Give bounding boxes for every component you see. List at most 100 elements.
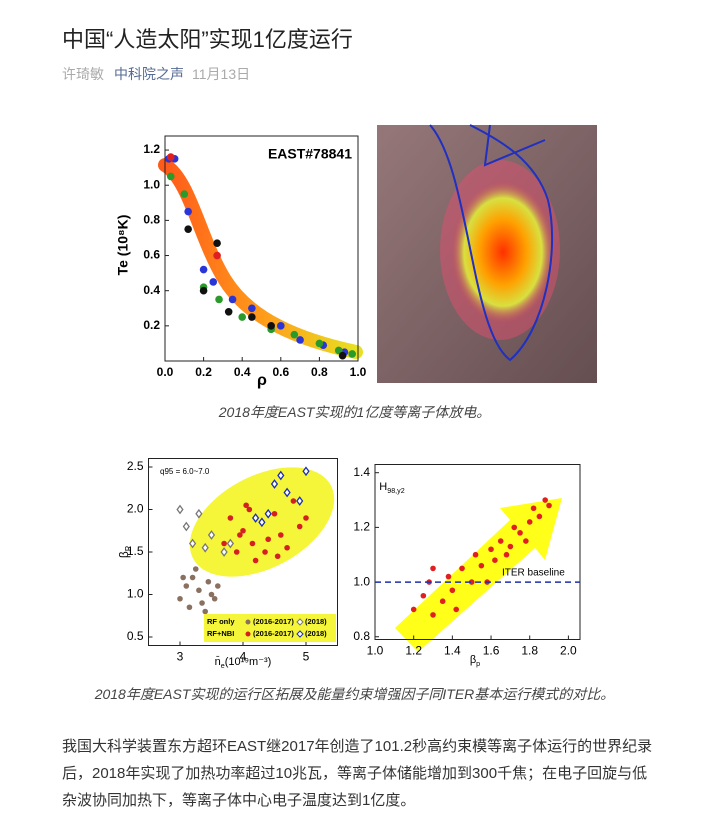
account-link[interactable]: 中科院之声 <box>114 66 184 82</box>
x-tick-label: 1.8 <box>521 644 538 658</box>
data-point <box>296 336 304 344</box>
legend-swatch <box>296 618 304 626</box>
data-point <box>497 538 504 544</box>
figures: 0.0 0.2 0.4 0.6 0.8 1.00.20.40.60.81.01.2 EAST… <box>114 124 597 670</box>
data-point <box>488 546 494 553</box>
axis-label: n̄e(10¹⁹m⁻³) <box>215 655 272 670</box>
data-point <box>188 538 197 549</box>
data-point <box>264 508 272 519</box>
x-tick-label: 1.4 <box>444 644 461 658</box>
data-point <box>420 592 427 599</box>
data-point <box>507 543 514 550</box>
data-point <box>262 549 268 555</box>
caption: 2018年度EAST实现的运行区拓展及能量约束增强因子同ITER基本运行模式的对… <box>94 686 615 702</box>
data-point <box>459 565 465 572</box>
y-tick-label: 1.0 <box>143 177 160 191</box>
axis-label: Te (10⁸K) <box>115 215 131 276</box>
legend-label: (2016-2017) <box>253 617 294 626</box>
data-point <box>517 530 523 536</box>
y-tick-label: 1.2 <box>353 520 370 534</box>
data-point <box>315 339 324 348</box>
data-point <box>492 557 498 564</box>
data-point <box>274 553 281 560</box>
data-point <box>238 313 246 321</box>
y-tick-label: 2.0 <box>127 502 144 516</box>
data-point <box>277 322 285 330</box>
label-sub: p <box>476 660 480 668</box>
data-point <box>278 532 284 538</box>
data-point <box>246 506 253 513</box>
body-text: 我国大科学装置东方超环EAST继2017年创造了101.2秒高约束模等离子体运行… <box>62 738 653 809</box>
y-tick-label: 0.5 <box>127 629 144 643</box>
y-tick-label: 0.6 <box>143 248 160 262</box>
data-point <box>267 322 275 330</box>
data-point <box>166 172 175 181</box>
legend-label: (2018) <box>305 629 327 638</box>
y-tick-label: 0.4 <box>143 283 160 297</box>
x-tick-label: 3 <box>177 650 184 664</box>
data-point <box>207 530 216 540</box>
data-point <box>265 536 272 543</box>
x-tick-label: 0.6 <box>272 365 289 379</box>
data-point <box>468 579 475 585</box>
axis-label: ρ <box>257 372 267 389</box>
data-point <box>334 346 343 355</box>
data-point <box>283 487 291 498</box>
data-point <box>296 523 303 530</box>
label-symbol: n̄ <box>215 655 221 668</box>
y-tick-label: 0.2 <box>143 318 160 332</box>
y-tick-label: 1.5 <box>127 544 144 558</box>
legend-label: (2018) <box>305 617 327 626</box>
y-tick-label: 0.8 <box>353 629 370 643</box>
plasma-photo <box>377 124 597 383</box>
data-point <box>258 517 266 528</box>
data-point <box>189 574 196 581</box>
data-point <box>208 591 215 598</box>
data-point <box>472 551 479 558</box>
data-point <box>195 508 203 519</box>
label-sub: P <box>124 546 133 551</box>
data-point <box>228 295 237 304</box>
x-tick-label: 2.0 <box>560 644 577 658</box>
legend-label: (2016-2017) <box>253 629 294 638</box>
y-tick-label: 1.0 <box>353 574 370 588</box>
data-point <box>211 595 218 602</box>
data-point <box>523 538 529 544</box>
data-point <box>209 278 218 286</box>
data-point <box>205 578 212 585</box>
x-tick-label: 1.6 <box>483 644 500 658</box>
label-symbol: H <box>379 481 387 493</box>
chart-label: EAST#78841 <box>268 146 352 162</box>
legend-swatch <box>245 619 251 625</box>
data-point <box>215 295 223 304</box>
data-point <box>202 608 208 615</box>
y-tick-label: 1.0 <box>127 587 144 601</box>
data-point <box>338 351 347 360</box>
data-point <box>526 519 533 525</box>
x-tick-label: 0.2 <box>195 365 212 379</box>
data-point <box>251 513 260 523</box>
x-tick-label: 0.8 <box>311 365 328 379</box>
data-point <box>252 557 259 564</box>
data-point <box>248 304 256 313</box>
data-point <box>213 251 221 260</box>
baseline-label: ITER baseline <box>502 568 565 579</box>
x-tick-label: 0.0 <box>157 365 174 379</box>
plot-frame <box>164 135 359 362</box>
data-point <box>290 330 299 339</box>
legend-label: RF+NBI <box>207 629 234 638</box>
data-point <box>240 527 246 534</box>
x-tick-label: 1.0 <box>367 644 384 658</box>
x-tick-label: 0.4 <box>234 365 251 379</box>
data-point <box>430 565 436 572</box>
y-tick-label: 1.2 <box>143 142 160 156</box>
axis-label: βp <box>470 654 480 668</box>
axis-label: H98,y2 <box>379 481 404 495</box>
data-point <box>227 515 234 521</box>
data-point <box>302 466 310 477</box>
data-point <box>439 598 446 605</box>
data-point <box>177 595 183 602</box>
y-tick-label: 0.8 <box>143 213 160 227</box>
legend-swatch <box>296 630 304 638</box>
data-point <box>445 573 452 580</box>
